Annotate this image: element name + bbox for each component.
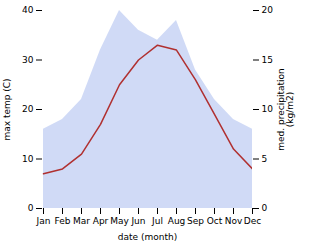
svg-text:10: 10 [22, 154, 34, 164]
svg-text:Jun: Jun [130, 216, 145, 226]
svg-text:0: 0 [262, 203, 268, 213]
svg-text:Aug: Aug [168, 216, 186, 226]
svg-text:15: 15 [262, 55, 273, 65]
svg-text:Jan: Jan [36, 216, 51, 226]
svg-text:20: 20 [22, 104, 34, 114]
svg-text:date (month): date (month) [118, 232, 177, 242]
svg-text:30: 30 [22, 55, 34, 65]
svg-text:max temp (C): max temp (C) [2, 78, 12, 140]
svg-text:Jul: Jul [151, 216, 163, 226]
svg-text:10: 10 [262, 104, 274, 114]
svg-text:Feb: Feb [55, 216, 71, 226]
svg-text:Sep: Sep [187, 216, 204, 226]
svg-text:med. precipitation(kg/m2): med. precipitation(kg/m2) [276, 68, 295, 150]
svg-text:Oct: Oct [207, 216, 223, 226]
svg-text:Mar: Mar [73, 216, 90, 226]
svg-text:20: 20 [262, 5, 274, 15]
svg-text:Apr: Apr [93, 216, 109, 226]
svg-text:0: 0 [28, 203, 34, 213]
svg-text:5: 5 [262, 154, 268, 164]
svg-text:Dec: Dec [244, 216, 261, 226]
svg-text:40: 40 [22, 5, 34, 15]
svg-text:Nov: Nov [225, 216, 243, 226]
svg-text:May: May [110, 216, 129, 226]
